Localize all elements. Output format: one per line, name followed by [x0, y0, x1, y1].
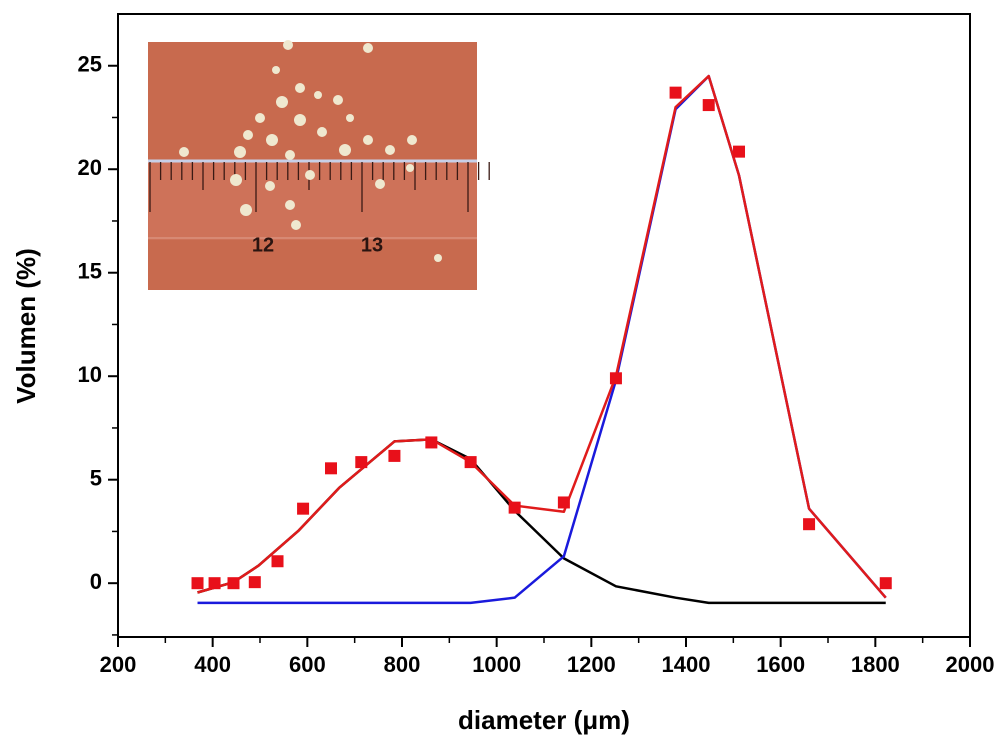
x-tick-label: 1000 — [472, 652, 521, 677]
data-point — [508, 501, 521, 514]
series-line — [197, 438, 886, 605]
inset-label: 12 — [252, 234, 274, 256]
y-tick-label: 10 — [78, 362, 102, 387]
x-axis-label: diameter (μm) — [458, 705, 630, 735]
data-point — [669, 86, 682, 99]
data-point — [388, 449, 401, 462]
x-tick-label: 1200 — [567, 652, 616, 677]
data-point — [297, 502, 310, 515]
data-point — [248, 576, 261, 589]
data-point — [191, 577, 204, 590]
x-tick-label: 600 — [289, 652, 326, 677]
data-point — [325, 462, 337, 475]
inset-label: 13 — [361, 234, 383, 256]
data-point — [557, 496, 570, 509]
data-point — [227, 577, 240, 590]
x-tick-label: 1800 — [851, 652, 900, 677]
y-tick-label: 5 — [90, 466, 102, 491]
data-point — [208, 577, 221, 590]
x-tick-label: 1400 — [662, 652, 711, 677]
data-point — [879, 577, 892, 590]
y-tick-label: 0 — [90, 569, 102, 594]
data-point — [355, 456, 368, 469]
inset-grains — [179, 40, 442, 262]
data-point — [702, 99, 715, 112]
data-point — [464, 456, 477, 469]
inset-ruler-ticks — [149, 162, 490, 212]
x-tick-label: 800 — [384, 652, 421, 677]
data-point — [803, 518, 816, 531]
x-tick-label: 200 — [100, 652, 137, 677]
series-line — [197, 74, 887, 599]
data-point — [271, 555, 284, 568]
y-axis-label: Volumen (%) — [11, 248, 41, 404]
x-tick-label: 2000 — [946, 652, 995, 677]
x-tick-label: 1600 — [756, 652, 805, 677]
x-tick-label: 400 — [194, 652, 231, 677]
y-tick-label: 20 — [78, 155, 102, 180]
y-tick-label: 15 — [78, 259, 102, 284]
data-point — [425, 436, 438, 449]
data-point — [609, 372, 622, 385]
inset-photo: 12 13 — [148, 40, 490, 290]
data-point — [733, 145, 746, 158]
y-tick-label: 25 — [78, 52, 102, 77]
